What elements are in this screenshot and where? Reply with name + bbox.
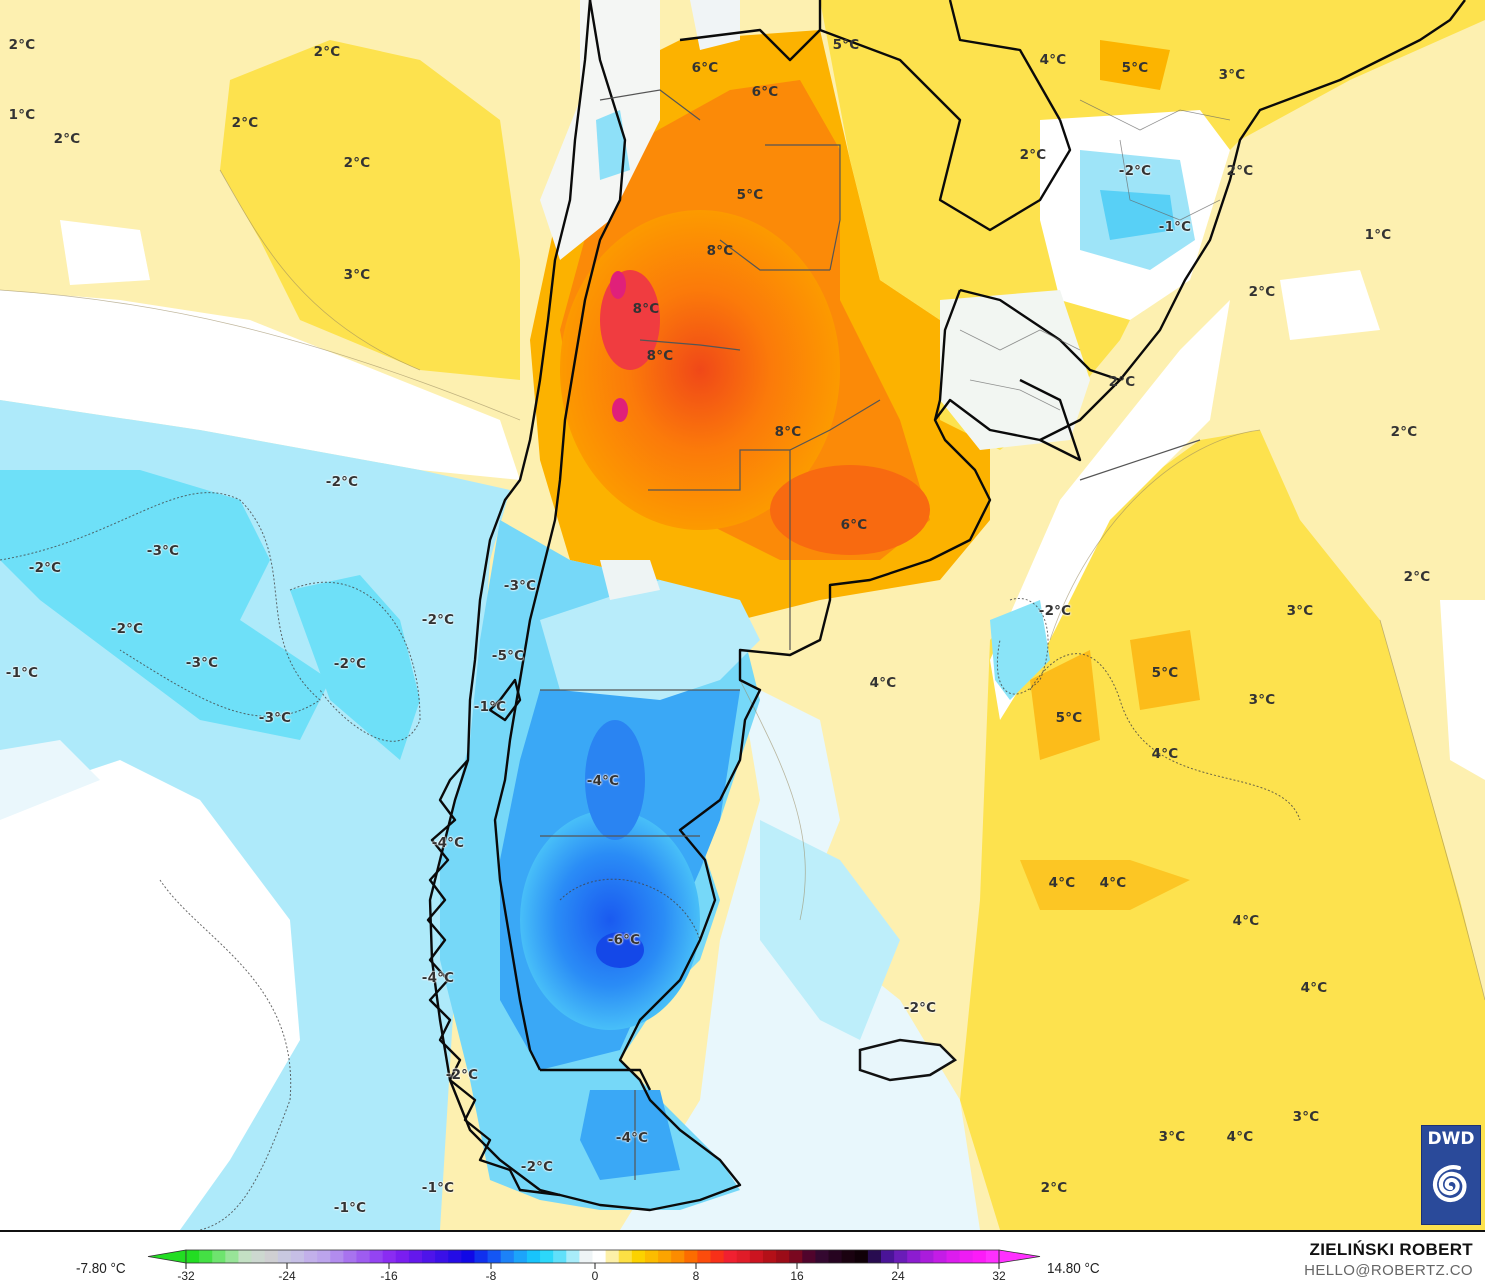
- temperature-label: 3°C: [1248, 692, 1276, 708]
- temperature-label: -1°C: [333, 1200, 367, 1216]
- legend-footer: -7.80 °C 14.80 °C -32 -24 -16 -8 0 8 16 24 32 ZI…: [0, 1232, 1485, 1287]
- colorbar-tick-label: 32: [992, 1269, 1006, 1283]
- temperature-label: 8°C: [646, 348, 674, 364]
- colorbar-tick-label: -32: [177, 1269, 195, 1283]
- temperature-label: 2°C: [1390, 424, 1418, 440]
- temperature-label: 6°C: [751, 84, 779, 100]
- temperature-label: 2°C: [231, 115, 259, 131]
- colorbar-max-arrow: [998, 1249, 1041, 1264]
- dwd-logo: DWD: [1421, 1125, 1481, 1225]
- temperature-label: 8°C: [706, 243, 734, 259]
- colorbar-tick-label: -24: [278, 1269, 296, 1283]
- temperature-label: 4°C: [1048, 875, 1076, 891]
- temperature-label: 4°C: [1226, 1129, 1254, 1145]
- temperature-label: 2°C: [1403, 569, 1431, 585]
- temperature-label: 5°C: [1121, 60, 1149, 76]
- temperature-label: 3°C: [343, 267, 371, 283]
- temperature-label: -1°C: [1158, 219, 1192, 235]
- colorbar-tick-label: 0: [591, 1269, 599, 1283]
- temperature-label: 4°C: [869, 675, 897, 691]
- temperature-label: -3°C: [185, 655, 219, 671]
- author-credit: ZIELIŃSKI ROBERT: [1309, 1240, 1473, 1259]
- temperature-label: 2°C: [343, 155, 371, 171]
- colorbar-min-arrow: [147, 1249, 187, 1264]
- temperature-label: 2°C: [1108, 374, 1136, 390]
- temperature-label: -2°C: [110, 621, 144, 637]
- temperature-label: 2°C: [1226, 163, 1254, 179]
- temperature-label: -5°C: [491, 648, 525, 664]
- temperature-label: 2°C: [8, 37, 36, 53]
- temperature-label: 3°C: [1218, 67, 1246, 83]
- temperature-label: 4°C: [1300, 980, 1328, 996]
- colorbar-min-label: -7.80 °C: [76, 1260, 126, 1277]
- temperature-label: -2°C: [903, 1000, 937, 1016]
- temperature-label: 4°C: [1099, 875, 1127, 891]
- temperature-label: 3°C: [1158, 1129, 1186, 1145]
- temperature-label: 1°C: [8, 107, 36, 123]
- colorbar-tick-label: 24: [891, 1269, 905, 1283]
- colorbar-tick-label: -16: [380, 1269, 398, 1283]
- temperature-label: 3°C: [1292, 1109, 1320, 1125]
- temperature-label: 2°C: [1040, 1180, 1068, 1196]
- colorbar-tick-label: -8: [485, 1269, 497, 1283]
- temperature-label: -3°C: [146, 543, 180, 559]
- temperature-label: -2°C: [1118, 163, 1152, 179]
- temperature-label: 6°C: [691, 60, 719, 76]
- temperature-label: 8°C: [632, 301, 660, 317]
- temperature-label: -2°C: [28, 560, 62, 576]
- spiral-icon: [1432, 1165, 1467, 1203]
- temperature-label: 5°C: [1055, 710, 1083, 726]
- temperature-label: -4°C: [615, 1130, 649, 1146]
- temperature-label: -2°C: [325, 474, 359, 490]
- dwd-logo-text: DWD: [1427, 1129, 1475, 1149]
- temperature-label: -4°C: [431, 835, 465, 851]
- temperature-label: -3°C: [503, 578, 537, 594]
- author-email: HELLO@ROBERTZ.CO: [1304, 1262, 1473, 1279]
- temperature-label: -4°C: [586, 773, 620, 789]
- colorbar-tick-label: 16: [790, 1269, 804, 1283]
- temperature-label: 5°C: [736, 187, 764, 203]
- map-fields: [0, 0, 1485, 1230]
- temperature-label: 4°C: [1039, 52, 1067, 68]
- colorbar: [147, 1249, 1041, 1269]
- temperature-label: -1°C: [5, 665, 39, 681]
- temperature-anomaly-map: 2°C 2°C 1°C 2°C 2°C 2°C 3°C 6°C 6°C 5°C 5°C 8°C 8°C 8…: [0, 0, 1485, 1232]
- temperature-label: -3°C: [258, 710, 292, 726]
- temperature-label: 3°C: [1286, 603, 1314, 619]
- temperature-label: 4°C: [1151, 746, 1179, 762]
- temperature-label: 6°C: [840, 517, 868, 533]
- temperature-label: -2°C: [1038, 603, 1072, 619]
- temperature-label: -6°C: [607, 932, 641, 948]
- temperature-label: 5°C: [1151, 665, 1179, 681]
- temperature-label: -1°C: [421, 1180, 455, 1196]
- temperature-label: 8°C: [774, 424, 802, 440]
- temperature-label: -2°C: [333, 656, 367, 672]
- temperature-label: 4°C: [1232, 913, 1260, 929]
- temperature-label: 1°C: [1364, 227, 1392, 243]
- temperature-label: 2°C: [313, 44, 341, 60]
- temperature-label: -2°C: [520, 1159, 554, 1175]
- temperature-label: 5°C: [832, 37, 860, 53]
- temperature-label: 2°C: [1248, 284, 1276, 300]
- temperature-label: -2°C: [421, 612, 455, 628]
- temperature-label: -2°C: [445, 1067, 479, 1083]
- temperature-label: -4°C: [421, 970, 455, 986]
- temperature-label: 2°C: [53, 131, 81, 147]
- colorbar-tick-label: 8: [692, 1269, 700, 1283]
- colorbar-max-label: 14.80 °C: [1047, 1260, 1100, 1277]
- temperature-label: -1°C: [473, 699, 507, 715]
- temperature-label: 2°C: [1019, 147, 1047, 163]
